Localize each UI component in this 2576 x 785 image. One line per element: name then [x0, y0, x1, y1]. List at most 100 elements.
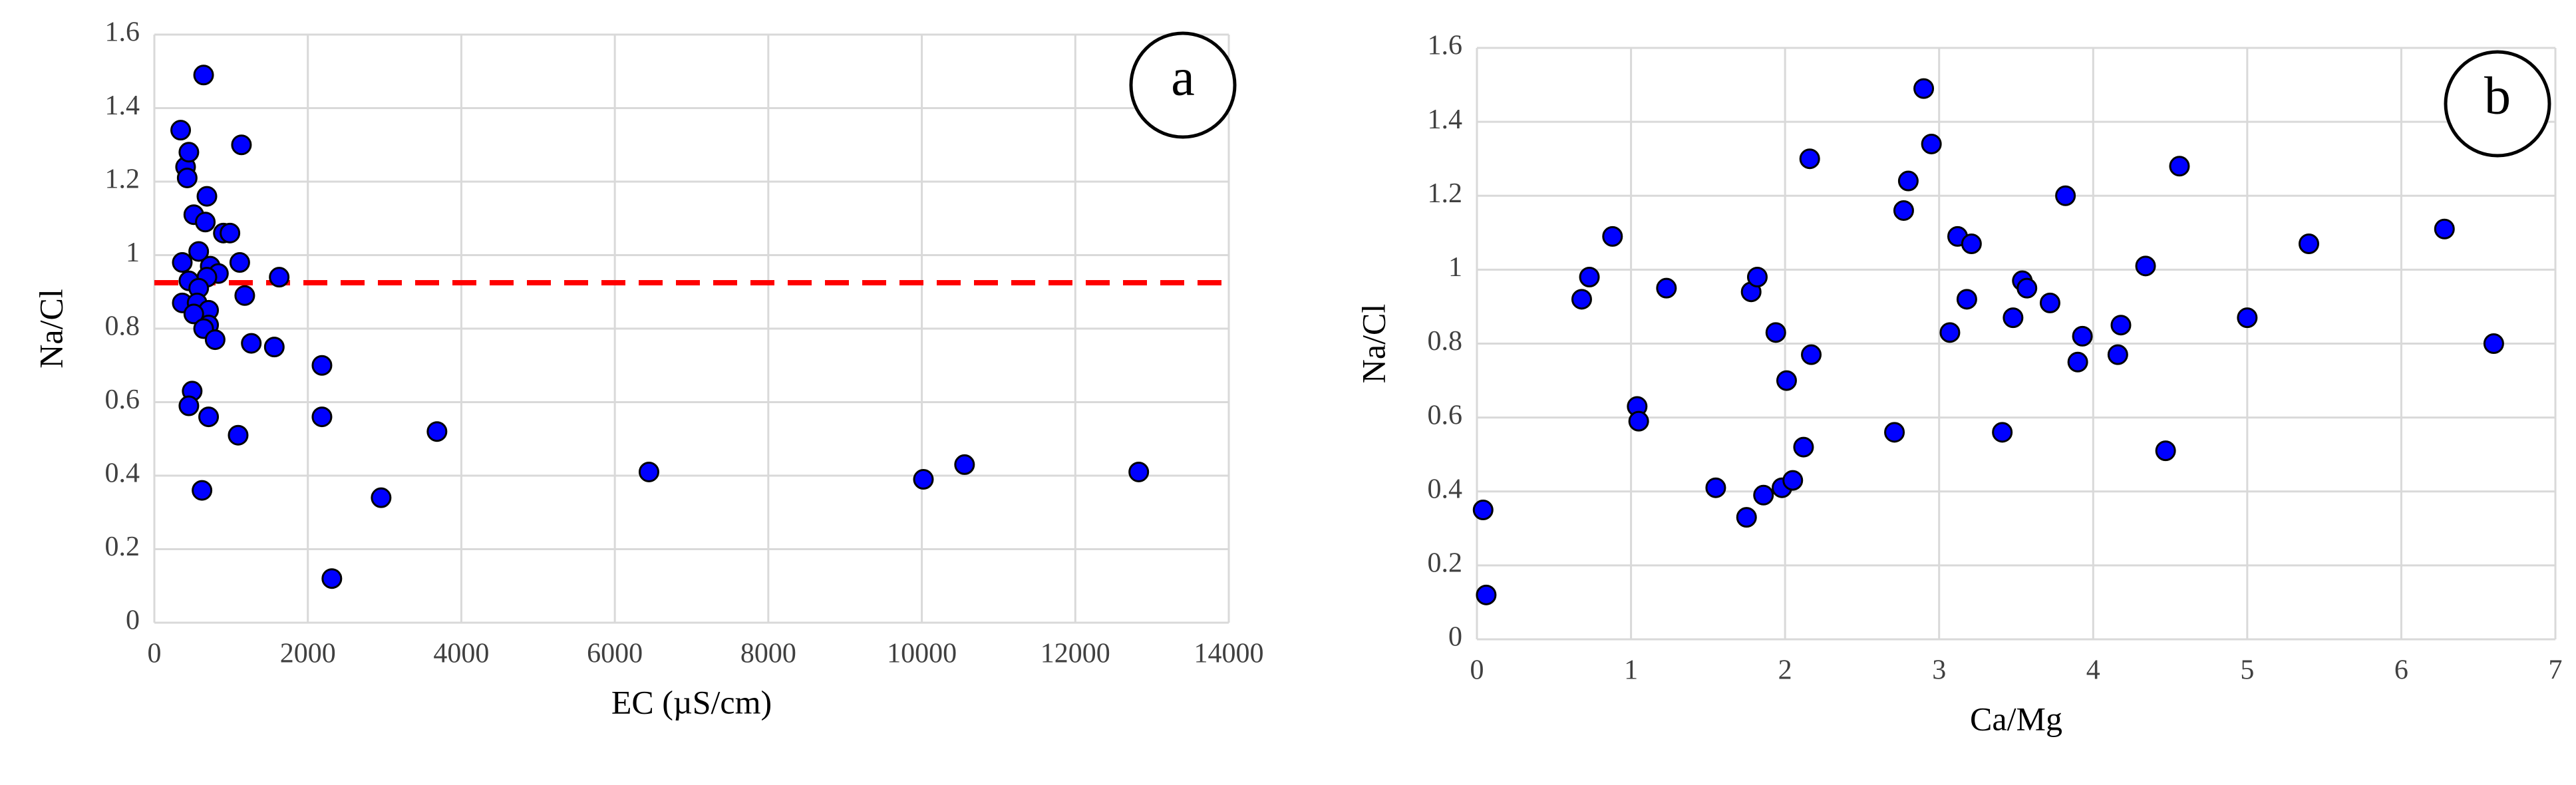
point [321, 568, 343, 589]
y-tick-label: 0 [126, 605, 140, 636]
point [1571, 289, 1592, 310]
x-tick-label: 4000 [433, 639, 489, 669]
y-tick-label: 1.2 [1428, 178, 1463, 209]
point [954, 454, 975, 475]
point [1956, 289, 1977, 310]
point [196, 186, 218, 207]
point [193, 65, 214, 86]
y-tick-label: 1.6 [1428, 31, 1463, 61]
point [1705, 477, 1726, 498]
point [1793, 436, 1814, 458]
point [188, 241, 210, 262]
point [1579, 266, 1600, 287]
point [2483, 333, 2504, 354]
point [2110, 315, 2132, 336]
point [2067, 351, 2088, 373]
point [2135, 255, 2156, 277]
point [192, 480, 213, 501]
y-tick-label: 0.4 [105, 458, 140, 489]
point [1776, 370, 1797, 391]
x-tick-label: 2 [1778, 655, 1792, 686]
point [1992, 422, 2013, 443]
point [1961, 233, 1982, 254]
x-tick-label: 0 [1470, 655, 1484, 686]
panel-circle [1129, 31, 1237, 139]
x-tick-label: 6000 [587, 639, 643, 669]
point [228, 424, 249, 446]
y-tick-label: 0.8 [105, 311, 140, 342]
x-tick-label: 7 [2549, 655, 2563, 686]
y-axis-label: Na/Cl [32, 289, 69, 368]
panel-circle [2444, 50, 2551, 158]
y-axis-label: Na/Cl [1355, 304, 1392, 383]
point [2237, 307, 2258, 329]
point [269, 267, 290, 288]
point [1628, 410, 1649, 432]
point [311, 406, 333, 428]
point [234, 285, 255, 306]
point [2016, 277, 2038, 299]
point [1472, 500, 1494, 521]
point [2155, 440, 2176, 462]
point [371, 487, 392, 508]
point [204, 329, 226, 351]
point [1893, 200, 1914, 221]
point [263, 337, 285, 358]
point [2107, 344, 2128, 365]
point [178, 395, 200, 416]
point [172, 252, 193, 273]
point [1736, 507, 1757, 528]
y-tick-label: 0.6 [1428, 400, 1463, 430]
point [2003, 307, 2024, 329]
point [178, 142, 200, 163]
point [1939, 322, 1961, 343]
point [1782, 470, 1804, 491]
point [231, 134, 252, 156]
x-tick-label: 3 [1932, 655, 1946, 686]
point [220, 222, 241, 243]
point [426, 421, 448, 442]
panel-label: b [2484, 67, 2511, 125]
point [241, 333, 262, 354]
point [638, 461, 659, 482]
point [1746, 266, 1768, 287]
y-tick-label: 0.2 [1428, 548, 1463, 579]
point [229, 252, 250, 273]
y-tick-label: 0 [1448, 622, 1462, 653]
point [1913, 78, 1935, 99]
point [1897, 170, 1919, 192]
point [913, 469, 934, 490]
point [311, 355, 333, 376]
point [1656, 277, 1677, 299]
x-tick-label: 10000 [887, 639, 957, 669]
x-tick-label: 0 [148, 639, 162, 669]
point [170, 120, 192, 141]
x-tick-label: 1 [1624, 655, 1638, 686]
x-tick-label: 12000 [1041, 639, 1110, 669]
x-axis-label: Ca/Mg [1970, 700, 2062, 737]
y-tick-label: 0.4 [1428, 474, 1463, 504]
panel-label: a [1171, 48, 1195, 106]
point [2169, 156, 2190, 177]
point [1753, 484, 1774, 506]
point [2039, 292, 2060, 313]
point [2055, 185, 2076, 206]
point [1799, 148, 1820, 170]
point [183, 303, 204, 325]
y-tick-label: 0.2 [105, 532, 140, 562]
y-tick-label: 1 [1448, 252, 1462, 283]
y-tick-label: 0.6 [105, 385, 140, 415]
y-tick-label: 1.6 [105, 17, 140, 48]
point [1801, 344, 1822, 365]
y-tick-label: 1.4 [105, 90, 140, 121]
point [1921, 133, 1942, 154]
point [1476, 584, 1497, 605]
point [195, 212, 216, 233]
y-tick-label: 0.8 [1428, 326, 1463, 357]
x-tick-label: 6 [2394, 655, 2408, 686]
x-tick-label: 4 [2086, 655, 2100, 686]
x-tick-label: 14000 [1194, 639, 1264, 669]
point [2298, 233, 2319, 254]
x-axis-label: EC (µS/cm) [611, 683, 772, 720]
